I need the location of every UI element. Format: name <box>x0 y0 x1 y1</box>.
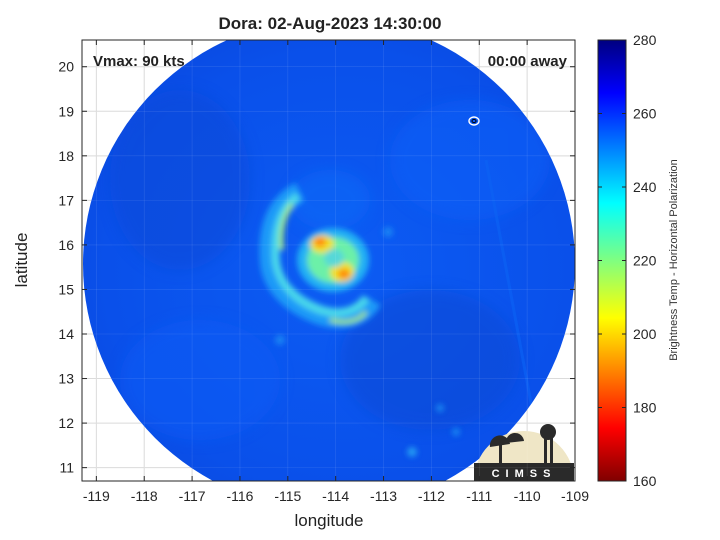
x-tick-label: -111 <box>466 488 492 504</box>
y-axis-label: latitude <box>12 232 31 288</box>
y-tick-label: 19 <box>58 103 74 119</box>
colorbar-tick-label: 280 <box>633 32 657 48</box>
y-tick-label: 20 <box>58 59 74 75</box>
colorbar-tick-label: 180 <box>633 400 657 416</box>
y-tick-label: 15 <box>58 281 74 297</box>
vmax-label: Vmax: 90 kts <box>93 53 185 70</box>
colorbar-tick-label: 240 <box>633 179 657 195</box>
y-tick-label: 13 <box>58 371 74 387</box>
x-tick-label: -116 <box>226 488 253 504</box>
x-tick-label: -114 <box>322 488 349 504</box>
figure-title: Dora: 02-Aug-2023 14:30:00 <box>218 14 442 33</box>
x-tick-label: -109 <box>561 488 589 504</box>
x-tick-label: -110 <box>514 488 541 504</box>
x-tick-label: -119 <box>83 488 110 504</box>
colorbar-ticks: 160 180 200 220 240 260 280 <box>598 32 657 489</box>
x-axis-ticks: -119 -118 -117 -116 -115 -114 -113 -112 -111 -110… <box>83 40 589 504</box>
x-tick-label: -117 <box>179 488 206 504</box>
colorbar-tick-label: 200 <box>633 326 657 342</box>
y-tick-label: 16 <box>58 237 74 253</box>
colorbar-label: Brightness Temp - Horizontal Polarizatio… <box>668 159 680 361</box>
x-tick-label: -113 <box>370 488 397 504</box>
grid-lines-overlay <box>82 40 575 481</box>
x-tick-label: -115 <box>274 488 301 504</box>
y-tick-label: 17 <box>58 192 74 208</box>
colorbar-tick-label: 260 <box>633 106 657 122</box>
x-tick-label: -118 <box>131 488 158 504</box>
island-outline <box>468 116 480 126</box>
y-tick-label: 18 <box>58 148 74 164</box>
y-tick-label: 12 <box>58 415 74 431</box>
x-axis-label: longitude <box>294 511 364 530</box>
y-tick-label: 11 <box>59 460 74 476</box>
colorbar-tick-label: 160 <box>633 473 657 489</box>
y-axis-ticks: 11 12 13 14 15 16 17 18 19 20 <box>58 59 575 476</box>
colorbar-tick-label: 220 <box>633 253 657 269</box>
y-tick-label: 14 <box>58 326 74 342</box>
logo-text: CIMSS <box>492 468 557 480</box>
cimss-logo: CIMSS <box>474 424 574 481</box>
x-tick-label: -112 <box>418 488 445 504</box>
microwave-scene <box>83 40 575 481</box>
time-away-label: 00:00 away <box>487 53 567 70</box>
axes-frame <box>81 39 576 482</box>
colorbar <box>597 39 627 482</box>
